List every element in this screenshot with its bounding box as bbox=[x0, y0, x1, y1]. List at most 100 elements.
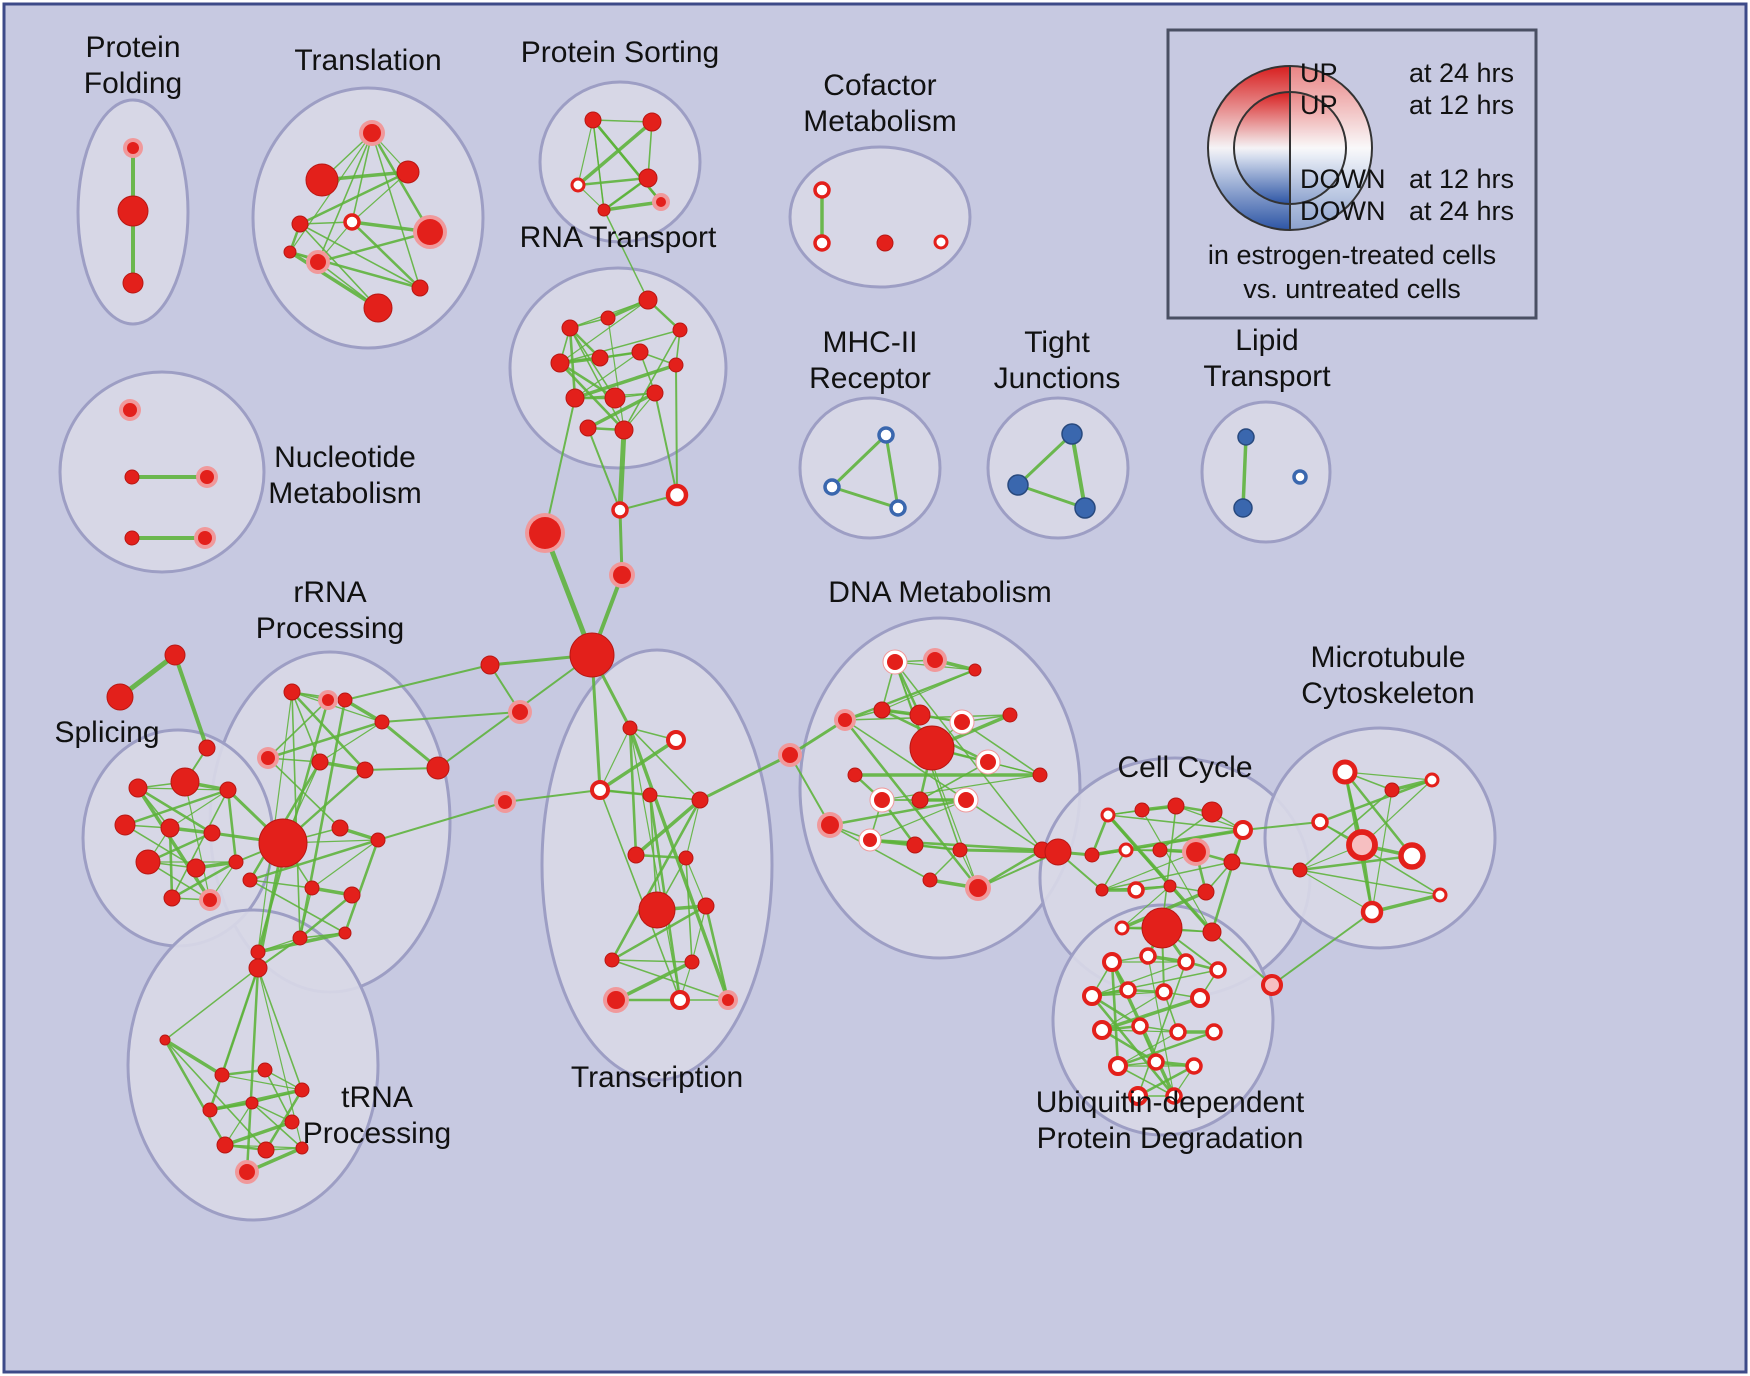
node-ubiquitin-degradation-3 bbox=[1209, 961, 1227, 979]
node-protein-sorting-5 bbox=[652, 193, 670, 211]
node-lipid-transport-2 bbox=[1292, 469, 1308, 485]
edge bbox=[184, 781, 211, 901]
node-translation-4 bbox=[343, 213, 361, 231]
node-cell-cycle-0 bbox=[1100, 807, 1116, 823]
node-ubiquitin-degradation-12 bbox=[1108, 1056, 1128, 1076]
node-rrna-processing-15 bbox=[318, 690, 338, 710]
edge bbox=[1125, 829, 1244, 851]
node-cell-cycle-7 bbox=[1152, 842, 1168, 858]
edge bbox=[830, 433, 888, 489]
node-transcription-2 bbox=[590, 780, 610, 800]
node-rrna-processing-12 bbox=[292, 930, 308, 946]
cluster-label-cofactor-metabolism: Metabolism bbox=[803, 105, 956, 138]
edge bbox=[136, 786, 212, 902]
node-translation-1 bbox=[305, 163, 339, 197]
node-transcription-0 bbox=[622, 720, 638, 736]
edge bbox=[317, 132, 373, 263]
node-cell-cycle-15 bbox=[1141, 907, 1183, 949]
cluster-label-tight-junctions: Junctions bbox=[994, 362, 1121, 395]
node-hub-3 bbox=[665, 483, 689, 507]
node-hub-11 bbox=[1260, 973, 1284, 997]
node-dna-metabolism-18 bbox=[952, 842, 968, 858]
edge bbox=[1231, 861, 1301, 871]
edge bbox=[311, 839, 379, 889]
node-transcription-6 bbox=[678, 850, 694, 866]
node-splicing-5 bbox=[203, 824, 221, 842]
edge bbox=[251, 1089, 303, 1104]
edge bbox=[377, 801, 506, 841]
edge bbox=[298, 893, 354, 940]
edge bbox=[316, 230, 432, 264]
edge bbox=[351, 171, 409, 223]
edge bbox=[170, 860, 238, 900]
edge bbox=[1090, 994, 1176, 1098]
node-protein-sorting-0 bbox=[584, 111, 602, 129]
edge bbox=[1100, 996, 1202, 1032]
edge bbox=[169, 789, 229, 829]
cluster-label-nucleotide-metabolism: Metabolism bbox=[268, 477, 421, 510]
node-ubiquitin-degradation-16 bbox=[1165, 1087, 1183, 1105]
edge bbox=[830, 485, 900, 510]
edge bbox=[559, 329, 681, 364]
node-cell-cycle-9 bbox=[1223, 853, 1241, 871]
edge bbox=[364, 767, 439, 771]
edge bbox=[164, 967, 259, 1041]
node-rrna-processing-8 bbox=[370, 832, 386, 848]
node-translation-3 bbox=[291, 215, 309, 233]
node-microtubule-cytoskeleton-6 bbox=[1292, 862, 1308, 878]
edge bbox=[1318, 778, 1434, 824]
edge bbox=[288, 250, 380, 310]
edge bbox=[221, 1074, 303, 1091]
node-cell-cycle-5 bbox=[1084, 847, 1100, 863]
node-translation-0 bbox=[359, 120, 385, 146]
node-dna-metabolism-4 bbox=[873, 701, 891, 719]
node-protein-folding-2 bbox=[122, 272, 144, 294]
node-transcription-10 bbox=[684, 954, 700, 970]
node-splicing-9 bbox=[163, 889, 181, 907]
edge bbox=[163, 1038, 227, 1147]
node-rna-transport-9 bbox=[604, 387, 626, 409]
node-ubiquitin-degradation-11 bbox=[1205, 1023, 1223, 1041]
edge bbox=[1101, 851, 1197, 891]
node-rrna-processing-10 bbox=[304, 880, 320, 896]
legend-down24-label: DOWN bbox=[1300, 196, 1385, 226]
node-dna-metabolism-0 bbox=[882, 649, 908, 675]
node-rrna-processing-11 bbox=[343, 886, 361, 904]
node-hub-13 bbox=[106, 683, 134, 711]
cluster-label-lipid-transport: Transport bbox=[1203, 360, 1331, 393]
node-trna-processing-1 bbox=[159, 1034, 171, 1046]
node-tight-junctions-2 bbox=[1074, 497, 1096, 519]
node-rrna-processing-4 bbox=[311, 753, 329, 771]
edge bbox=[603, 209, 649, 301]
edge bbox=[569, 327, 625, 431]
node-dna-metabolism-6 bbox=[949, 709, 975, 735]
edge bbox=[1343, 770, 1414, 858]
node-trna-processing-6 bbox=[245, 1096, 259, 1110]
node-translation-5 bbox=[413, 215, 447, 249]
edge bbox=[1299, 869, 1373, 913]
node-hub-1 bbox=[525, 513, 565, 553]
edge bbox=[611, 959, 693, 963]
edge bbox=[163, 1038, 224, 1077]
edge bbox=[602, 200, 663, 212]
node-transcription-1 bbox=[666, 730, 686, 750]
node-transcription-13 bbox=[718, 990, 738, 1010]
edge bbox=[344, 664, 491, 701]
node-cell-cycle-12 bbox=[1163, 879, 1177, 893]
node-rna-transport-2 bbox=[638, 290, 658, 310]
edge bbox=[599, 789, 681, 1001]
node-transcription-11 bbox=[603, 987, 629, 1013]
edge bbox=[380, 720, 440, 770]
node-rrna-processing-14 bbox=[250, 944, 266, 960]
node-splicing-10 bbox=[199, 889, 221, 911]
edge bbox=[1147, 955, 1175, 1097]
cluster-label-tight-junctions: Tight bbox=[1024, 326, 1090, 359]
edge bbox=[611, 959, 729, 1001]
node-transcription-8 bbox=[697, 897, 715, 915]
node-transcription-5 bbox=[627, 846, 645, 864]
edge bbox=[869, 799, 967, 841]
edge bbox=[136, 786, 214, 835]
edge bbox=[568, 326, 577, 400]
cluster-label-protein-sorting: Protein Sorting bbox=[521, 36, 719, 69]
